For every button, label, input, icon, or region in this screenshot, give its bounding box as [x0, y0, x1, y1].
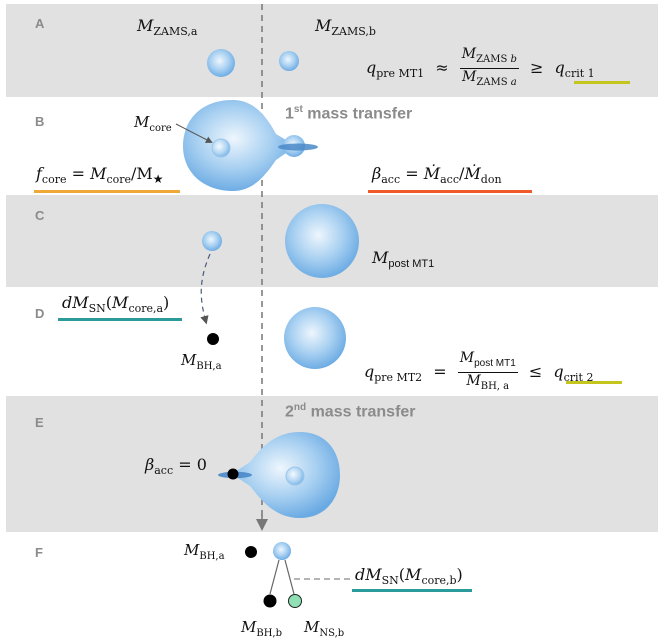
underline-f-core — [34, 190, 180, 193]
eq-dm-sn-core-b: dMSN(Mcore,b) — [355, 565, 463, 588]
underline-beta-acc — [368, 190, 532, 193]
mass-transfer-2-ordinal: 2 — [285, 403, 294, 421]
mass-transfer-1-text: mass transfer — [302, 105, 413, 123]
black-hole-e — [227, 468, 239, 480]
star-post-mt1-d — [284, 307, 346, 369]
eq-dm-sn-core-a: dMSN(Mcore,a) — [62, 293, 170, 316]
mass-transfer-1-ordinal: 1 — [285, 105, 294, 123]
label-m-bh-a-f: MBH,a — [184, 541, 225, 562]
panel-label-f: F — [35, 545, 43, 560]
label-m-zams-b: MZAMS,b — [315, 16, 376, 39]
panel-label-d: D — [35, 306, 45, 321]
star-core-b-f — [273, 542, 291, 560]
eq-beta-acc-zero: βacc = 0 — [145, 455, 207, 478]
label-m-core: Mcore — [134, 113, 172, 134]
panel-a-band — [6, 4, 658, 97]
branch-right — [284, 559, 295, 595]
neutron-star-b — [288, 594, 302, 608]
supernova-arrow — [200, 253, 211, 325]
underline-dm-sn-core-b — [352, 589, 472, 592]
panel-label-e: E — [35, 415, 44, 430]
star-post-mt1 — [285, 204, 359, 278]
black-hole-a-d — [207, 333, 219, 345]
eq-beta-acc: βacc = Ṁacc/Ṁdon — [372, 164, 502, 187]
panel-label-a: A — [35, 16, 45, 31]
underline-dm-sn-core-a — [58, 318, 182, 321]
mass-transfer-2-suffix: nd — [293, 402, 307, 413]
eq-f-core: fcore = Mcore/M★ — [36, 164, 164, 187]
stripped-core-c — [202, 231, 222, 251]
core-pointer-arrow — [175, 123, 213, 143]
label-m-zams-a: MZAMS,a — [137, 16, 198, 39]
mass-transfer-1-title: 1st mass transfer — [285, 104, 412, 123]
mass-transfer-1-suffix: st — [293, 104, 303, 115]
branch-left — [269, 559, 280, 595]
eq-q-pre-mt2: qpre MT2 = Mpost MT1 MBH, a ≤ qcrit 2 — [364, 350, 594, 392]
panel-label-b: B — [35, 114, 45, 129]
panel-label-c: C — [35, 208, 45, 223]
black-hole-b — [263, 594, 277, 608]
accretion-disk-b — [278, 143, 318, 151]
label-m-bh-b: MBH,b — [241, 618, 283, 639]
star-zams-a — [207, 49, 235, 77]
mass-transfer-2-title: 2nd mass transfer — [285, 402, 416, 421]
label-m-bh-a-d: MBH,a — [181, 351, 222, 372]
donor-core-e — [285, 466, 305, 486]
black-hole-a-f — [245, 546, 257, 558]
label-m-ns-b: MNS,b — [304, 618, 345, 639]
underline-q-crit-2 — [566, 381, 622, 384]
star-zams-b — [279, 51, 299, 71]
underline-q-crit-1 — [574, 81, 630, 84]
donor-core — [211, 138, 231, 158]
eq-q-pre-mt1: qpre MT1 ≈ MZAMS b MZAMS a ≥ qcrit 1 — [366, 46, 595, 88]
mass-transfer-2-text: mass transfer — [306, 403, 416, 421]
label-m-post-mt1: Mpost MT1 — [372, 248, 435, 271]
donor-star-roche-lobe — [183, 100, 296, 191]
